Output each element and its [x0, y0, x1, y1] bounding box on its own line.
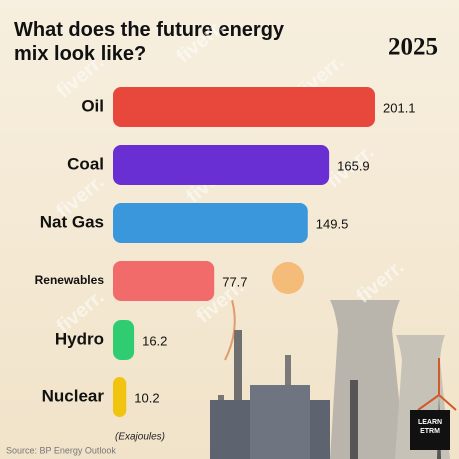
category-label: Hydro	[55, 329, 104, 348]
value-label: 77.7	[222, 274, 247, 289]
source: Source: BP Energy Outlook	[6, 445, 116, 455]
category-label: Coal	[67, 154, 104, 173]
category-label: Nat Gas	[40, 212, 104, 231]
category-label: Oil	[81, 96, 104, 115]
value-label: 10.2	[134, 390, 159, 405]
category-label: Renewables	[35, 273, 105, 287]
scenery	[210, 262, 457, 459]
value-label: 201.1	[383, 100, 416, 115]
value-label: 16.2	[142, 333, 167, 348]
bar	[113, 87, 375, 127]
category-label: Nuclear	[42, 386, 105, 405]
bar	[113, 145, 330, 185]
bar	[113, 377, 127, 417]
bar	[113, 203, 308, 243]
chart-title-line: What does the future energy	[14, 19, 285, 41]
bar	[113, 320, 135, 360]
year-label: 2025	[388, 34, 438, 61]
chart-title-line: mix look like?	[14, 43, 146, 65]
logo-text: LEARN	[418, 419, 442, 426]
logo-box	[410, 410, 450, 450]
bars: Oil 201.1 Coal 165.9 Nat Gas 149.5 Renewables 7…	[35, 87, 416, 417]
bar	[113, 261, 215, 301]
value-label: 165.9	[337, 158, 370, 173]
unit-label: (Exajoules)	[115, 432, 165, 443]
logo-text: ETRM	[420, 428, 440, 435]
value-label: 149.5	[316, 216, 349, 231]
chart-title: What does the future energy mix look like…	[14, 19, 285, 65]
